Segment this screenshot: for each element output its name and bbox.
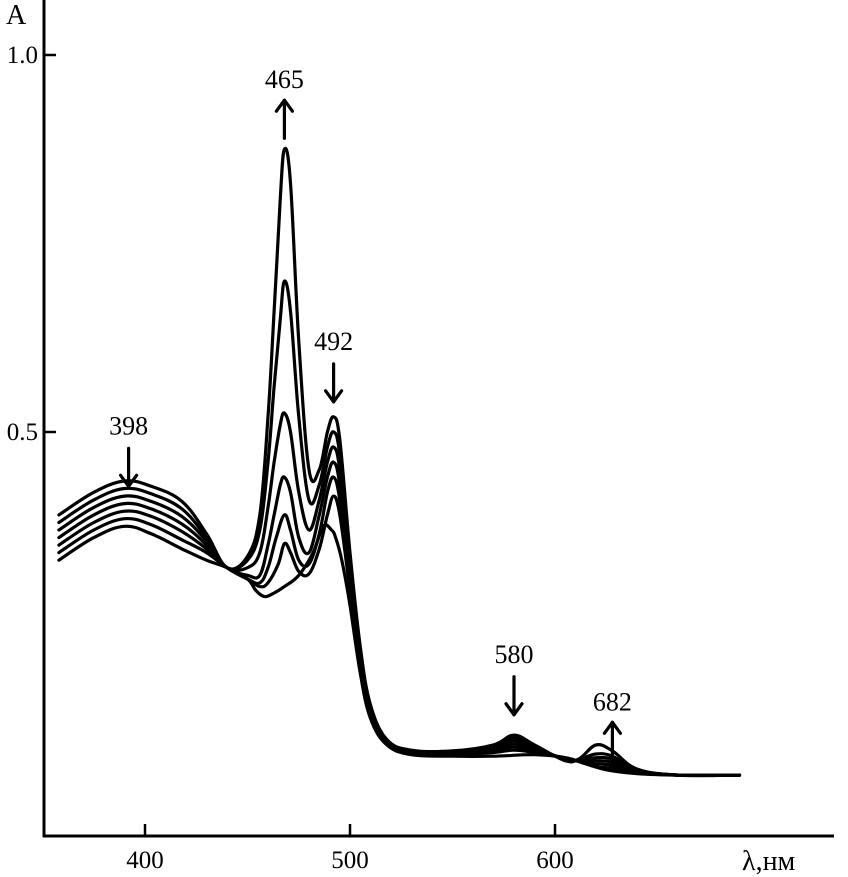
spectrum-curve-4: [57, 460, 742, 777]
y-tick-label-0.5: 0.5: [7, 419, 38, 446]
spectrum-curve-7: [57, 146, 742, 778]
x-tick-label-400: 400: [126, 847, 164, 874]
arrow-head-icon: [324, 389, 344, 404]
annotation-label-465: 465: [265, 65, 304, 94]
annotation-label-492: 492: [314, 327, 353, 356]
arrow-annotation-580: 580: [495, 640, 534, 717]
spectrum-curve-5: [57, 411, 742, 778]
spectrum-curve-1: [57, 523, 742, 777]
curves-group: [57, 146, 742, 778]
arrow-head-icon: [602, 720, 623, 735]
axes-group: [42, 0, 834, 838]
annotation-label-580: 580: [495, 640, 534, 669]
arrow-annotation-682: 682: [593, 687, 632, 762]
arrow-annotation-465: 465: [265, 65, 304, 140]
y-axis-label: A: [6, 0, 27, 31]
annotations-group: 398 465 492 580 682: [109, 65, 632, 762]
annotation-label-398: 398: [109, 411, 148, 440]
arrow-head-icon: [274, 98, 294, 113]
ticks-group: 400 500 600 0.5 1.0: [7, 42, 574, 874]
y-tick-label-1.0: 1.0: [7, 42, 38, 69]
arrow-annotation-398: 398: [109, 411, 148, 488]
x-axis-label: λ,нм: [742, 846, 796, 877]
arrow-head-icon: [118, 473, 139, 488]
x-tick-label-500: 500: [331, 847, 369, 874]
arrow-annotation-492: 492: [314, 327, 353, 404]
x-tick-label-600: 600: [536, 847, 574, 874]
spectrum-curve-3: [57, 475, 742, 777]
annotation-label-682: 682: [593, 687, 632, 716]
arrow-head-icon: [504, 702, 524, 717]
